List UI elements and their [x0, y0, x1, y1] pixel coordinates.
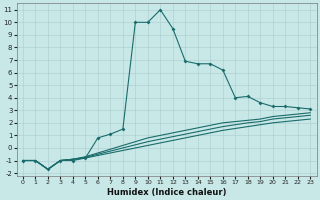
X-axis label: Humidex (Indice chaleur): Humidex (Indice chaleur) — [107, 188, 226, 197]
